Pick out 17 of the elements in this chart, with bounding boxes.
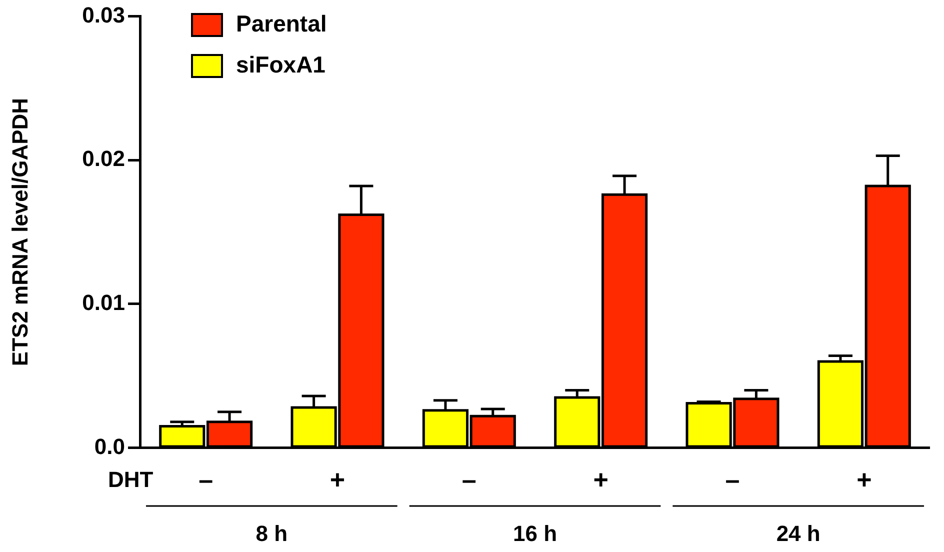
legend-label: siFoxA1 (236, 51, 326, 78)
text: 16 h (512, 521, 558, 546)
y-tick-label: 0.0 (94, 434, 125, 459)
legend-label: Parental (236, 10, 327, 36)
x-tick-label: – (725, 464, 740, 495)
text: DHT (108, 467, 154, 492)
text: 24 h (776, 521, 820, 546)
x-tick-label: + (593, 464, 608, 495)
y-tick-label: 0.01 (82, 290, 125, 315)
x-tick-label: – (462, 464, 476, 495)
text: 8 h (256, 521, 288, 546)
y-tick-label: 0.03 (82, 2, 125, 28)
y-axis-title: ETS2 mRNA level/GAPDH (7, 98, 32, 366)
y-tick-label: 0.02 (82, 146, 125, 172)
x-tick-label: + (330, 464, 346, 495)
x-tick-label: + (856, 464, 872, 495)
x-tick-label: – (198, 464, 214, 495)
